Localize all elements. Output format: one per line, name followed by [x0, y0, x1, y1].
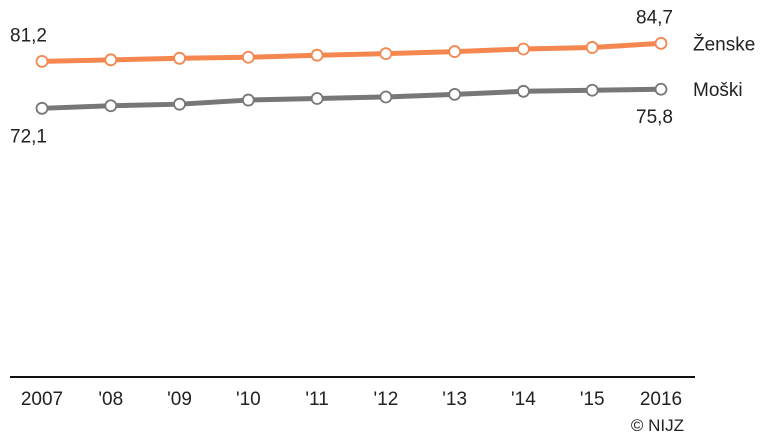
data-point	[379, 47, 393, 61]
series-line	[39, 86, 664, 111]
data-point	[35, 54, 49, 68]
x-tick-label: '08	[98, 389, 123, 410]
x-tick-label: '14	[511, 389, 536, 410]
data-label-last: 84,7	[636, 7, 673, 28]
data-point	[241, 50, 255, 64]
data-point	[173, 51, 186, 65]
x-tick-label: '11	[305, 389, 328, 410]
data-point	[448, 87, 462, 101]
data-label-first: 72,1	[10, 126, 47, 147]
data-label-first: 81,2	[10, 25, 47, 46]
data-label-last: 75,8	[636, 107, 673, 128]
data-point	[104, 53, 118, 67]
data-point	[104, 99, 118, 113]
data-point	[241, 93, 255, 107]
data-point	[585, 41, 599, 54]
series-moski: 72,1 75,8 Moški	[10, 80, 743, 147]
copyright-text: © NIJZ	[631, 416, 684, 435]
x-tick-label: 2007	[21, 389, 63, 410]
x-tick-label: '10	[236, 389, 261, 410]
data-point	[448, 45, 462, 58]
data-point	[585, 83, 599, 97]
data-point	[517, 84, 530, 98]
data-point	[310, 92, 324, 105]
x-tick-label: '13	[442, 389, 467, 410]
x-tick-label: '15	[580, 389, 605, 410]
x-tick-labels: 2007 '08 '09 '10 '11 '12 '13 '14 '15 2016	[21, 389, 682, 410]
series-line	[39, 40, 664, 64]
data-point	[517, 42, 530, 56]
x-tick-label: 2016	[640, 389, 682, 410]
x-tick-label: '09	[167, 389, 192, 410]
data-point	[310, 48, 324, 62]
series-layer: 81,2 84,7 Ženske 72,1 75,8 Moški	[10, 7, 755, 147]
x-tick-label: '12	[374, 389, 399, 410]
series-zenske: 81,2 84,7 Ženske	[10, 7, 755, 68]
data-point	[35, 101, 49, 115]
data-point	[654, 36, 668, 50]
data-point	[379, 90, 393, 104]
series-name-label: Moški	[693, 80, 743, 101]
series-name-label: Ženske	[693, 33, 755, 55]
data-point	[173, 97, 186, 111]
data-point	[654, 82, 668, 96]
